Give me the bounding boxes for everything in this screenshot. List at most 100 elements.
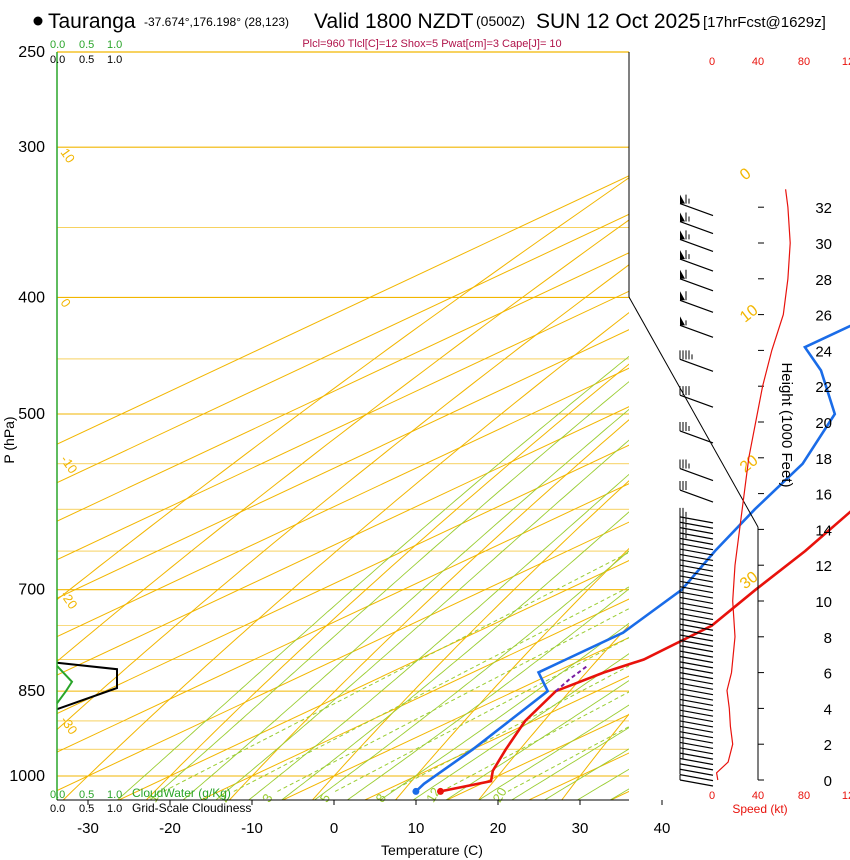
isotherm-line [609,790,629,800]
wind-barb-staff [679,629,714,637]
isotherm-line [57,290,629,561]
wind-speed-bottom-label: 0 [709,790,715,802]
cloudiness-scale-bottom-label: 0.0 [50,803,65,815]
isotherm-line [281,637,629,800]
wind-barb-staff [679,688,714,696]
wind-barb-staff [679,655,714,664]
moist-adiabat-line [313,550,629,800]
height-axis-slant [628,296,759,528]
mixing-ratio-label: 8 [373,791,390,805]
isotherm-line [57,406,629,676]
wind-barb-staff [679,559,714,567]
wind-speed-axis-title: Speed (kt) [732,802,787,816]
wind-barb-staff [679,238,714,252]
height-tick-label: 0 [824,773,832,790]
isotherm-label: 10 [737,302,762,326]
wind-barb-staff [679,661,714,669]
wind-speed-bottom-label: 40 [752,790,764,802]
pressure-tick-label: 400 [18,289,45,306]
wind-barb [679,269,714,292]
dry-adiabat-label: 10 [58,145,79,165]
cloud-water-profile [56,665,74,704]
wind-barb-staff [679,543,714,551]
wind-barb [679,663,714,680]
moist-adiabat-line [280,511,629,800]
wind-barb [679,658,714,674]
wind-barb [679,194,714,217]
moist-adiabat-line [346,588,629,800]
isotherm-line [57,175,629,445]
height-tick-label: 8 [824,630,832,647]
wind-barb-staff [679,575,714,583]
utc-time: (0500Z) [476,13,525,29]
cloudiness-scale-top-label: 0.5 [79,54,94,66]
moist-adiabat-line [182,408,629,800]
x-tick-label: 10 [408,820,425,837]
wind-barb-staff [679,645,714,653]
mixing-ratio-line [334,637,629,792]
wind-barb [679,386,714,408]
wind-barb [679,507,714,524]
dry-adiabat-line [57,264,629,731]
wind-barb-staff [679,709,714,717]
wind-barb-staff [679,521,714,529]
wind-barb-staff [679,763,714,771]
wind-barb [679,717,714,733]
y-axis-title: P (hPa) [1,416,17,463]
wind-barb [679,250,714,272]
wind-barb-staff [679,612,714,621]
cloudiness-scale-top-label: 1.0 [107,54,122,66]
wind-barb-staff [679,430,714,444]
wind-barb [679,588,714,605]
wind-barb-staff [679,467,714,482]
surface-dewpoint-dot [412,787,420,795]
wind-barb-staff [679,203,714,217]
height-tick-label: 4 [824,701,832,718]
x-tick-label: 0 [330,820,338,837]
mixing-ratio-line [163,551,629,792]
wind-barb [679,668,714,685]
height-tick-label: 14 [815,522,832,539]
axes-layer: -30 -20 -10 0 10 20 30 402503004005007008501000… [9,39,759,837]
height-tick-label: 2 [824,737,832,754]
wind-barb-staff [679,564,714,572]
wind-barb-staff [679,548,714,556]
height-tick-label: 16 [815,487,832,504]
isotherm-line [117,560,629,800]
wind-barb [679,775,714,787]
moist-adiabat-line [248,473,629,800]
pressure-tick-label: 850 [18,683,45,700]
wind-barb-staff [679,634,714,642]
wind-barb [679,728,714,744]
dry-adiabat-line [561,713,629,800]
isotherm-line [363,675,629,800]
moist-adiabat-line [379,622,629,800]
x-axis-title: Temperature (C) [381,842,483,858]
wind-speed-bottom-label: 80 [798,790,810,802]
wind-barb-staff [679,693,714,701]
wind-barb-staff [679,591,714,599]
forecast-run: [17hrFcst@1629z] [703,14,826,31]
dry-adiabat-line [228,419,629,800]
wind-barb-staff [679,650,714,658]
wind-barb [679,749,714,766]
wind-barb-staff [679,358,714,372]
x-tick-label: -10 [241,820,263,837]
cloudiness-scale-top-label: 0.0 [50,54,65,66]
wind-barb-staff [679,666,714,674]
wind-barb [679,599,714,615]
wind-speed-top-label: 40 [752,56,764,68]
wind-barb [679,647,714,664]
wind-barb [679,529,714,545]
wind-barb-staff [679,731,714,739]
wind-barb [679,230,714,252]
mixing-ratio-label: 20 [489,785,509,805]
wind-speed-top-label: 80 [798,56,810,68]
wind-barb-staff [679,258,714,272]
dry-adiabat-label: -20 [58,588,81,612]
wind-barb-staff [679,586,714,594]
wind-barb-staff [679,768,714,776]
dry-adiabat-line [57,219,629,663]
